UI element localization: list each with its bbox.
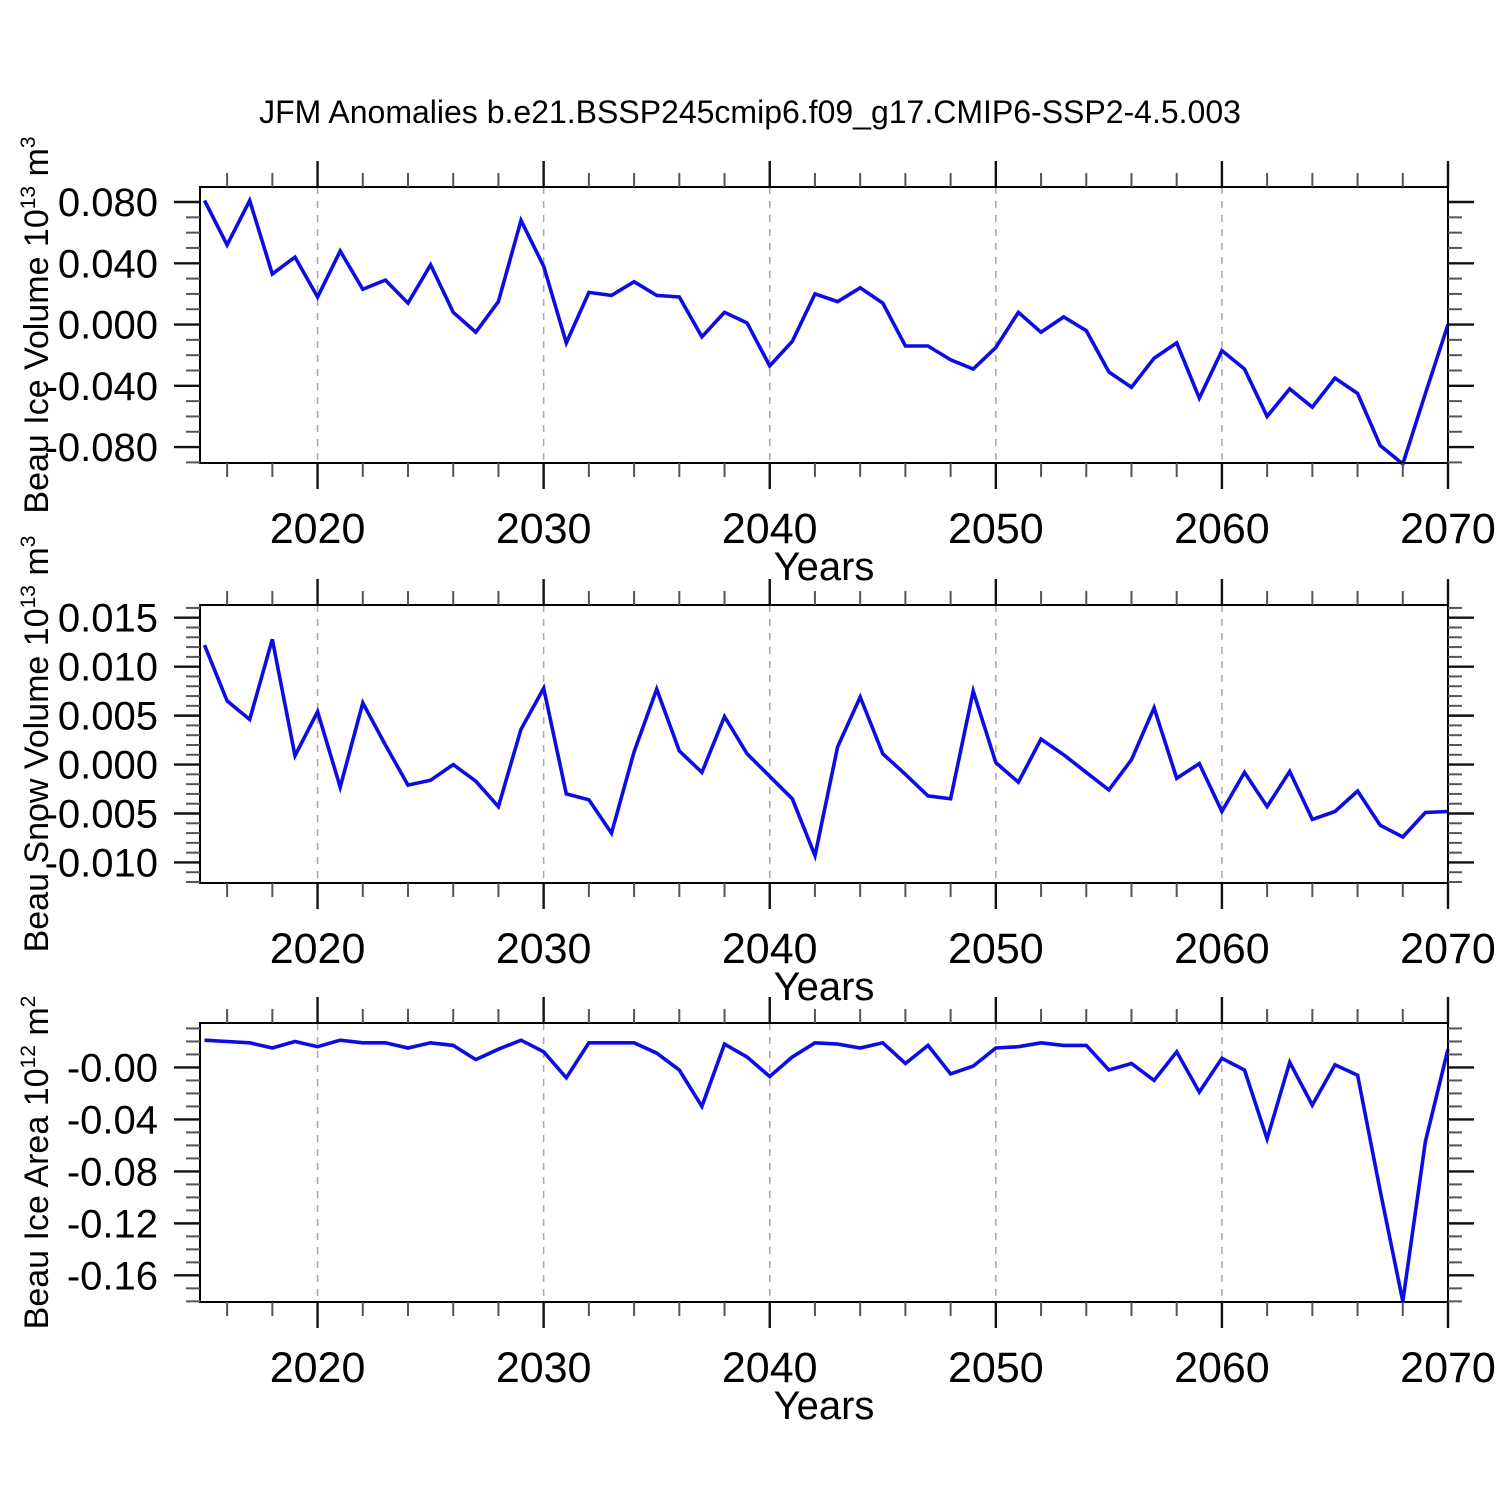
y-axis-title: Beau Snow Volume 1013 m3 bbox=[17, 536, 56, 953]
y-tick-label: 0.015 bbox=[58, 597, 158, 641]
x-axis-title: Years bbox=[774, 1384, 875, 1428]
x-tick-label: 2050 bbox=[948, 1344, 1044, 1392]
x-tick-label: 2040 bbox=[722, 925, 818, 973]
x-tick-label: 2070 bbox=[1400, 925, 1496, 973]
series-line-beau-ice-area bbox=[204, 1038, 1450, 1302]
y-tick-label: -0.005 bbox=[45, 793, 158, 837]
y-tick-label: 0.005 bbox=[58, 695, 158, 739]
plot-frame bbox=[199, 604, 1449, 884]
y-tick-label: -0.080 bbox=[45, 426, 158, 470]
y-tick-label: -0.010 bbox=[45, 841, 158, 885]
series-line-beau-ice-volume bbox=[202, 195, 1450, 467]
x-axis-title: Years bbox=[774, 965, 875, 1009]
x-tick-label: 2060 bbox=[1174, 1344, 1270, 1392]
x-tick-label: 2060 bbox=[1174, 505, 1270, 553]
y-tick-label: 0.000 bbox=[58, 744, 158, 788]
plot-frame bbox=[199, 186, 1449, 464]
plot-frame bbox=[199, 1022, 1449, 1303]
x-tick-label: 2040 bbox=[722, 505, 818, 553]
x-tick-label: 2020 bbox=[270, 925, 366, 973]
y-tick-label: 0.000 bbox=[58, 304, 158, 348]
y-tick-label: 0.010 bbox=[58, 646, 158, 690]
y-tick-label: -0.16 bbox=[67, 1254, 158, 1298]
chart-title: JFM Anomalies b.e21.BSSP245cmip6.f09_g17… bbox=[259, 94, 1241, 130]
x-tick-label: 2030 bbox=[496, 925, 592, 973]
x-axis-title: Years bbox=[774, 545, 875, 589]
x-tick-label: 2030 bbox=[496, 1344, 592, 1392]
x-tick-label: 2040 bbox=[722, 1344, 818, 1392]
y-tick-label: -0.04 bbox=[67, 1098, 158, 1142]
x-tick-label: 2070 bbox=[1400, 505, 1496, 553]
series-line-beau-snow-volume bbox=[202, 638, 1449, 862]
y-tick-label: -0.00 bbox=[67, 1046, 158, 1090]
y-tick-label: -0.040 bbox=[45, 365, 158, 409]
x-tick-label: 2050 bbox=[948, 925, 1044, 973]
y-tick-label: -0.12 bbox=[67, 1202, 158, 1246]
y-axis-title: Beau Ice Area 1012 m2 bbox=[17, 996, 56, 1330]
panel-beau-snow-volume: 2020 2030 2040 2050 2060 2070 0.015 0.010 0.005 0… bbox=[17, 536, 1496, 1009]
x-tick-label: 2020 bbox=[270, 1344, 366, 1392]
x-tick-label: 2070 bbox=[1400, 1344, 1496, 1392]
x-tick-label: 2050 bbox=[948, 505, 1044, 553]
y-tick-label: 0.040 bbox=[58, 242, 158, 286]
y-tick-label: 0.080 bbox=[58, 181, 158, 225]
x-tick-label: 2030 bbox=[496, 505, 592, 553]
x-tick-label: 2020 bbox=[270, 505, 366, 553]
y-axis-title: Beau Ice Volume 1013 m3 bbox=[17, 136, 56, 513]
y-tick-label: -0.08 bbox=[67, 1150, 158, 1194]
panel-beau-ice-volume: 2020 2030 2040 2050 2060 2070 0.080 0.040 0.000 -… bbox=[17, 136, 1496, 589]
x-tick-label: 2060 bbox=[1174, 925, 1270, 973]
panel-beau-ice-area: 2020 2030 2040 2050 2060 2070 -0.00 -0.04 -0.08 -… bbox=[17, 996, 1496, 1428]
